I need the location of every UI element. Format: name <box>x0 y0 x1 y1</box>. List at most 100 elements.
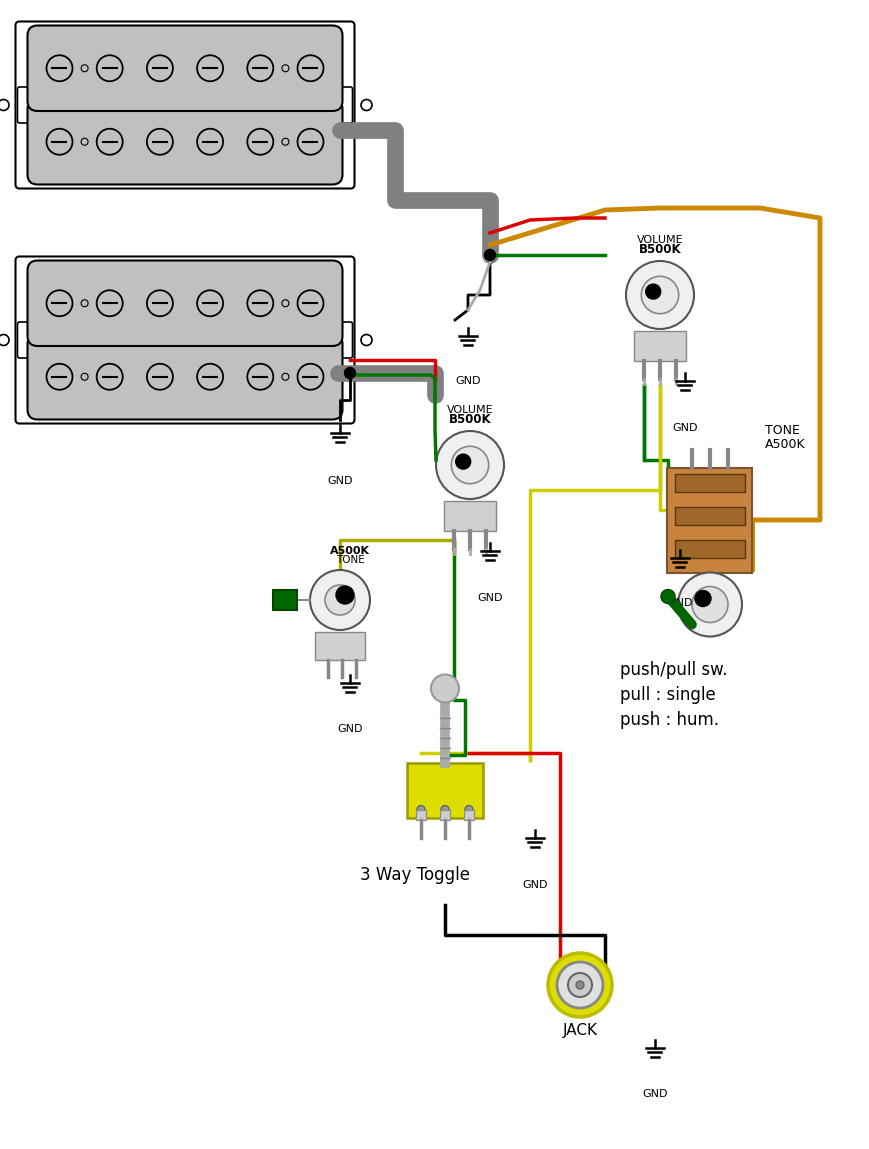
Circle shape <box>325 585 355 615</box>
Circle shape <box>96 129 123 155</box>
Circle shape <box>197 55 222 82</box>
Circle shape <box>297 55 323 82</box>
Circle shape <box>297 364 323 390</box>
Bar <box>667 468 752 572</box>
Circle shape <box>282 64 289 71</box>
Circle shape <box>46 364 72 390</box>
Bar <box>674 473 744 492</box>
FancyBboxPatch shape <box>312 322 352 358</box>
Text: 3 Way Toggle: 3 Way Toggle <box>360 866 469 884</box>
Circle shape <box>282 373 289 380</box>
Circle shape <box>197 291 222 316</box>
Circle shape <box>640 276 678 314</box>
Circle shape <box>416 805 425 813</box>
Text: B500K: B500K <box>638 242 680 256</box>
Circle shape <box>335 586 354 604</box>
FancyBboxPatch shape <box>312 87 352 123</box>
Circle shape <box>247 129 273 155</box>
Circle shape <box>645 284 660 299</box>
Text: A500K: A500K <box>329 546 369 556</box>
Circle shape <box>660 589 674 603</box>
Circle shape <box>46 291 72 316</box>
FancyBboxPatch shape <box>16 22 354 188</box>
Circle shape <box>435 431 503 499</box>
Circle shape <box>96 291 123 316</box>
Circle shape <box>297 291 323 316</box>
Circle shape <box>361 100 372 110</box>
Circle shape <box>147 364 173 390</box>
Text: GND: GND <box>672 423 697 433</box>
Circle shape <box>0 100 9 110</box>
Circle shape <box>247 55 273 82</box>
Bar <box>674 540 744 557</box>
Text: GND: GND <box>521 880 547 890</box>
Text: VOLUME: VOLUME <box>446 404 493 415</box>
Bar <box>634 331 686 361</box>
Text: GND: GND <box>337 724 362 734</box>
Bar <box>273 589 296 610</box>
FancyBboxPatch shape <box>17 87 57 123</box>
Bar <box>315 632 365 660</box>
Text: GND: GND <box>454 376 481 386</box>
FancyBboxPatch shape <box>28 25 342 111</box>
Circle shape <box>96 55 123 82</box>
Bar <box>440 810 449 819</box>
Text: A500K: A500K <box>764 439 805 452</box>
Circle shape <box>81 138 88 145</box>
Circle shape <box>282 300 289 307</box>
Circle shape <box>677 572 741 637</box>
Text: push : hum.: push : hum. <box>620 711 718 728</box>
FancyBboxPatch shape <box>28 261 342 346</box>
Text: JACK: JACK <box>562 1024 597 1039</box>
FancyBboxPatch shape <box>16 256 354 424</box>
FancyBboxPatch shape <box>28 334 342 419</box>
Text: TONE: TONE <box>764 424 799 437</box>
Circle shape <box>430 674 459 702</box>
Text: GND: GND <box>327 476 352 486</box>
Circle shape <box>147 129 173 155</box>
Circle shape <box>626 261 693 329</box>
Text: GND: GND <box>641 1089 667 1098</box>
Circle shape <box>451 446 488 484</box>
Text: TONE: TONE <box>335 555 364 565</box>
Circle shape <box>81 373 88 380</box>
FancyBboxPatch shape <box>17 322 57 358</box>
Circle shape <box>464 805 473 813</box>
Circle shape <box>81 300 88 307</box>
Circle shape <box>96 364 123 390</box>
Text: pull : single: pull : single <box>620 686 715 704</box>
Circle shape <box>441 805 448 813</box>
Circle shape <box>547 953 611 1017</box>
Bar <box>407 763 482 817</box>
Circle shape <box>575 981 583 989</box>
Circle shape <box>484 249 495 261</box>
Circle shape <box>0 334 9 346</box>
Circle shape <box>197 129 222 155</box>
Circle shape <box>81 64 88 71</box>
Circle shape <box>567 973 591 997</box>
Circle shape <box>297 129 323 155</box>
Text: push/pull sw.: push/pull sw. <box>620 661 726 679</box>
Text: GND: GND <box>667 597 692 608</box>
Text: VOLUME: VOLUME <box>636 236 682 245</box>
Circle shape <box>247 291 273 316</box>
Circle shape <box>309 570 369 630</box>
Bar <box>674 507 744 524</box>
Text: B500K: B500K <box>448 412 491 426</box>
Bar <box>415 810 426 819</box>
Circle shape <box>282 138 289 145</box>
Bar <box>443 501 495 531</box>
Circle shape <box>691 586 727 623</box>
Circle shape <box>147 55 173 82</box>
Circle shape <box>556 962 602 1008</box>
Circle shape <box>361 334 372 346</box>
FancyBboxPatch shape <box>28 99 342 185</box>
Bar <box>463 810 474 819</box>
Circle shape <box>46 55 72 82</box>
Circle shape <box>197 364 222 390</box>
Circle shape <box>694 591 710 607</box>
Circle shape <box>344 368 355 378</box>
Circle shape <box>147 291 173 316</box>
Circle shape <box>455 454 470 469</box>
Text: GND: GND <box>477 593 502 603</box>
